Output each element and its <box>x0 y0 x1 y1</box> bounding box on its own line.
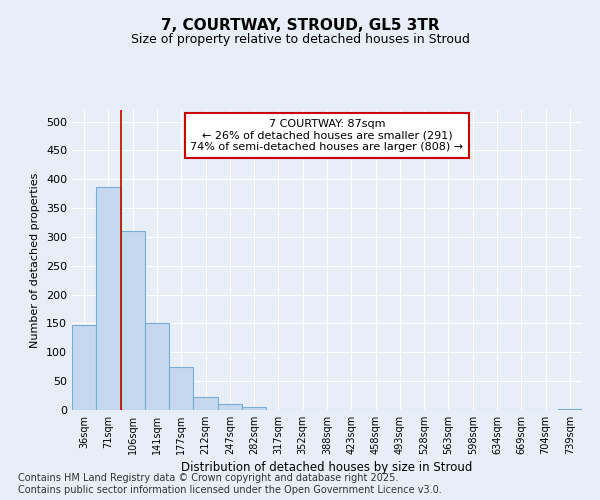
Bar <box>169 366 193 410</box>
Text: Size of property relative to detached houses in Stroud: Size of property relative to detached ho… <box>131 32 469 46</box>
X-axis label: Distribution of detached houses by size in Stroud: Distribution of detached houses by size … <box>181 461 473 474</box>
Bar <box>121 231 145 410</box>
Bar <box>145 324 169 410</box>
Bar <box>558 409 582 410</box>
Y-axis label: Number of detached properties: Number of detached properties <box>31 172 40 348</box>
Text: 7 COURTWAY: 87sqm
← 26% of detached houses are smaller (291)
74% of semi-detache: 7 COURTWAY: 87sqm ← 26% of detached hous… <box>190 119 464 152</box>
Bar <box>218 404 242 410</box>
Bar <box>96 186 121 410</box>
Bar <box>193 396 218 410</box>
Text: Contains HM Land Registry data © Crown copyright and database right 2025.
Contai: Contains HM Land Registry data © Crown c… <box>18 474 442 495</box>
Bar <box>72 325 96 410</box>
Bar <box>242 407 266 410</box>
Text: 7, COURTWAY, STROUD, GL5 3TR: 7, COURTWAY, STROUD, GL5 3TR <box>161 18 439 32</box>
